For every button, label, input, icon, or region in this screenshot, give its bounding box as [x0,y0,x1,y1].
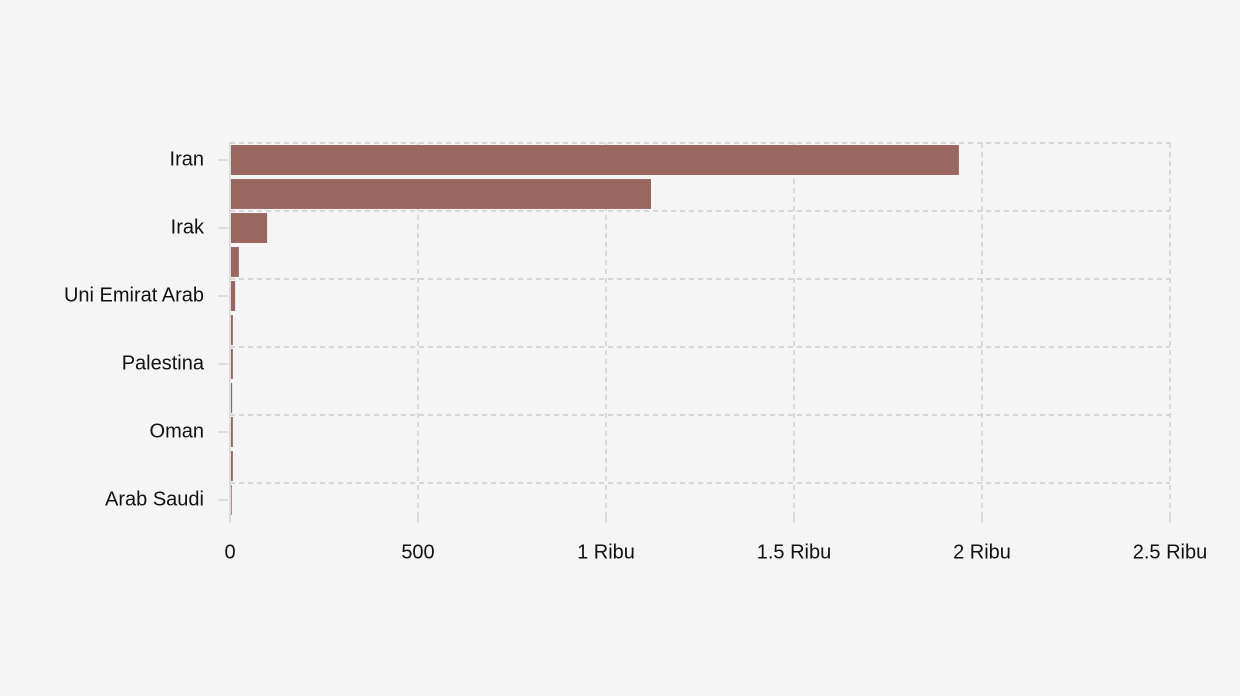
x-tick-label: 0 [224,541,235,563]
y-tick-label: Irak [171,216,205,238]
bar [231,315,233,345]
x-tick-label: 500 [401,541,434,563]
x-tick-label: 1 Ribu [577,541,635,563]
bar [231,213,268,243]
bar [231,451,233,481]
x-tick-label: 2.5 Ribu [1133,541,1208,563]
bar [231,281,236,311]
bar [231,349,233,379]
x-tick-label: 2 Ribu [953,541,1011,563]
bar [231,485,232,515]
y-tick-label: Oman [150,420,204,442]
y-tick-label: Arab Saudi [105,488,204,510]
bar [231,247,239,277]
y-tick-label: Palestina [122,352,205,374]
bar [231,417,233,447]
bar [231,179,651,209]
x-tick-label: 1.5 Ribu [757,541,832,563]
bar [231,383,233,413]
bar [231,145,959,175]
y-tick-label: Uni Emirat Arab [64,284,204,306]
y-tick-label: Iran [170,148,204,170]
